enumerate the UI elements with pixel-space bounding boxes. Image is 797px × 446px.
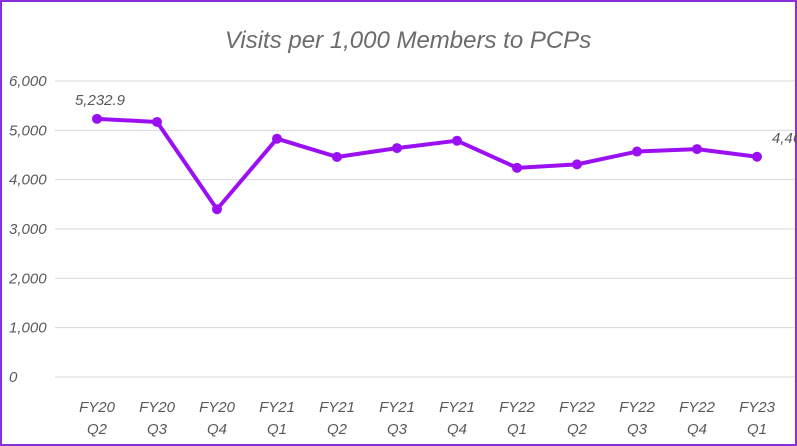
y-tick-label: 6,000 — [9, 73, 47, 90]
point — [572, 159, 582, 170]
point — [632, 146, 642, 157]
line — [96, 116, 758, 212]
x-tick-label: FY21 Q4 — [439, 399, 475, 438]
x-tick-label: FY22 Q3 — [619, 399, 656, 438]
point — [272, 133, 282, 144]
y-tick-label: 5,000 — [9, 122, 47, 139]
point — [692, 144, 702, 155]
x-tick-label: FY21 Q3 — [379, 399, 415, 438]
point — [752, 151, 762, 162]
x-tick-label: FY20 Q3 — [139, 399, 176, 438]
y-tick-label: 1,000 — [9, 320, 47, 337]
y-tick-label: 4,000 — [9, 172, 47, 189]
x-tick-label: FY21 Q1 — [259, 399, 295, 438]
x-tick-label: FY20 Q2 — [79, 399, 116, 438]
x-tick-label: FY22 Q4 — [679, 399, 716, 438]
y-tick-label: 2,000 — [8, 270, 47, 287]
y-tick-label: 3,000 — [9, 221, 47, 238]
point — [392, 143, 402, 154]
point — [152, 116, 162, 127]
point — [332, 151, 342, 162]
x-tick-label: FY21 Q2 — [319, 399, 355, 438]
x-tick-label: FY22 Q1 — [499, 399, 536, 438]
point — [512, 162, 522, 173]
x-tick-label: FY22 Q2 — [559, 399, 596, 438]
x-tick-label: FY20 Q4 — [199, 399, 236, 438]
y-tick-label: 0 — [9, 369, 18, 386]
data-label: 4,464.5 — [772, 130, 797, 147]
chart-title: Visits per 1,000 Members to PCPs — [225, 27, 591, 54]
x-tick-label: FY23 Q1 — [739, 399, 776, 438]
data-label: 5,232.9 — [75, 92, 126, 109]
point — [452, 135, 462, 146]
point — [92, 113, 102, 124]
point — [212, 204, 222, 215]
